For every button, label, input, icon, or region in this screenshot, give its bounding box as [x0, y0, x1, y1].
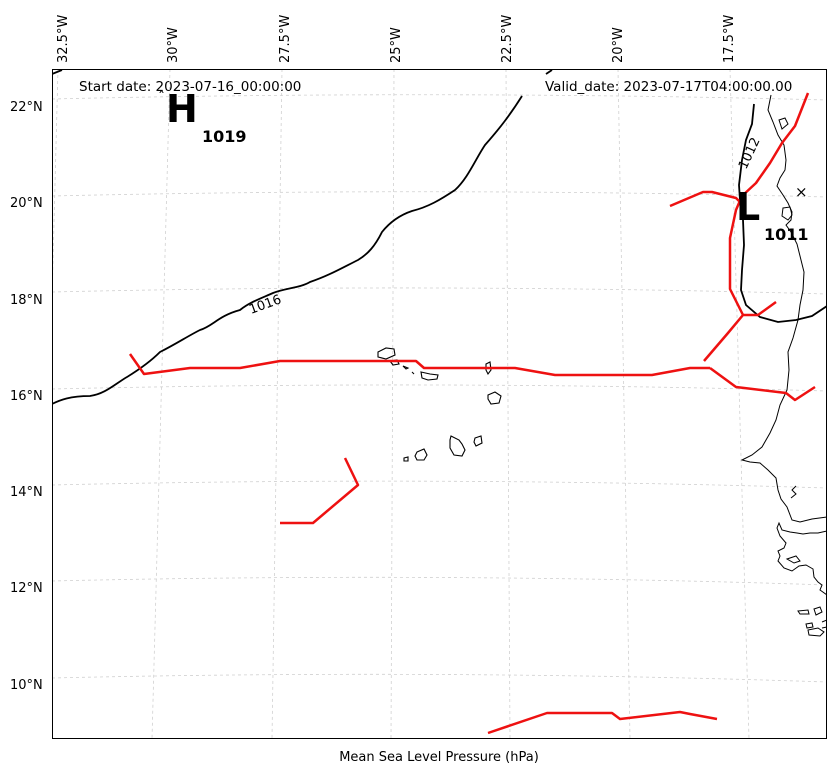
lat-label-12n: 12°N [10, 581, 43, 596]
frontal-lines [128, 92, 816, 735]
coast-mauritania-senegal [740, 94, 827, 523]
island-boa-vista [487, 391, 502, 405]
parallel-16n [52, 384, 827, 392]
parallel-20n [52, 191, 827, 198]
front-line-6 [280, 457, 360, 525]
parallel-22n [52, 94, 827, 101]
isobar-ne-fragment [545, 69, 553, 75]
parallel-18n [52, 287, 827, 295]
island-santa-luzia [402, 365, 410, 370]
meridian-25w [390, 69, 395, 739]
island-maio [473, 435, 483, 447]
meridian-22-5w [505, 69, 511, 739]
lat-label-18n: 18°N [10, 293, 43, 308]
map-title: Mean Sea Level Pressure (hPa) [339, 750, 539, 765]
lat-label-16n: 16°N [10, 389, 43, 404]
island-fogo [414, 448, 428, 461]
lat-label-14n: 14°N [10, 485, 43, 500]
front-line-7 [487, 710, 718, 735]
island-santiago [449, 435, 466, 457]
lon-label-32-5w: 32.5°W [56, 15, 71, 63]
high-pressure-center: ˆ H 1019 [158, 87, 247, 146]
island-islet [411, 371, 415, 375]
lon-label-22-5w: 22.5°W [500, 15, 515, 63]
front-line-5 [669, 190, 743, 208]
island-bijagos-3 [805, 622, 814, 629]
coast-cap-vert [790, 485, 797, 499]
african-coastline [740, 94, 827, 637]
island-bijagos-2 [813, 606, 823, 616]
parallel-10n [52, 673, 827, 683]
isobars [52, 69, 827, 405]
coast-inlet [778, 117, 789, 130]
parallel-14n [52, 480, 827, 489]
island-santo-antao [377, 347, 396, 360]
meridian-17-5w [729, 69, 750, 739]
high-symbol: H [166, 87, 198, 131]
longitude-labels: 32.5°W 30°W 27.5°W 25°W 22.5°W 20°W 17.5… [56, 15, 737, 63]
low-pressure-center: × L 1011 [736, 183, 809, 244]
contour-label-1012: 1012 [736, 135, 764, 171]
low-value: 1011 [764, 225, 809, 244]
front-line-2 [709, 366, 816, 402]
lon-label-27-5w: 27.5°W [278, 15, 293, 63]
lon-label-20w: 20°W [611, 27, 626, 63]
isobar-1016 [52, 95, 523, 405]
valid-date-label: Valid_date: 2023-07-17T04:00:00.00 [545, 79, 792, 95]
front-line-1 [128, 353, 710, 377]
island-brava [403, 456, 409, 462]
lon-label-17-5w: 17.5°W [722, 15, 737, 63]
contour-label-1016: 1016 [247, 292, 283, 317]
isobar-1019-fragment [52, 69, 63, 75]
graticule [52, 69, 827, 739]
map-frame [52, 69, 827, 739]
island-sao-nicolau [420, 371, 439, 381]
island-bijagos-4 [807, 627, 825, 637]
meridian-30w [151, 69, 171, 739]
lon-label-25w: 25°W [389, 27, 404, 63]
coast-banc-arguin [781, 206, 793, 221]
lat-label-22n: 22°N [10, 100, 43, 115]
parallel-12n [52, 576, 827, 586]
high-center-marker-icon: ˆ [158, 90, 165, 106]
high-value: 1019 [202, 127, 247, 146]
low-center-marker-icon: × [795, 183, 808, 201]
meridian-20w [617, 69, 631, 739]
island-bijagos-1 [797, 609, 810, 615]
low-symbol: L [736, 185, 760, 229]
start-date-label: Start date: 2023-07-16_00:00:00 [79, 79, 301, 95]
front-line-4 [728, 92, 810, 316]
lat-label-10n: 10°N [10, 678, 43, 693]
lat-label-20n: 20°N [10, 196, 43, 211]
cape-verde-islands [377, 347, 502, 462]
coast-guinea-bissau [776, 521, 827, 596]
isobar-1012 [738, 103, 827, 323]
coast-estuary [785, 555, 801, 564]
latitude-labels: 22°N 20°N 18°N 16°N 14°N 12°N 10°N [10, 100, 43, 693]
meridian-27-5w [271, 69, 283, 739]
lon-label-30w: 30°W [166, 27, 181, 63]
